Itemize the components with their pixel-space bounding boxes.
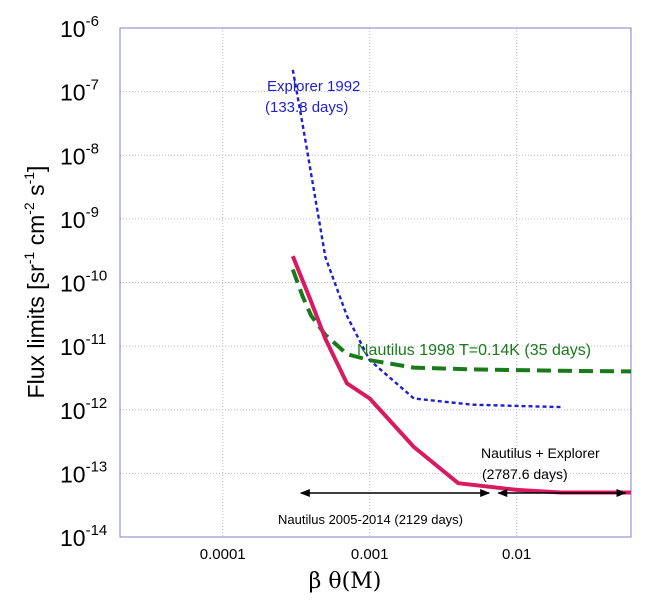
y-tick-label: 10-10 [60, 268, 107, 297]
y-tick-label: 10-13 [60, 458, 107, 487]
y-tick-label: 10-11 [60, 331, 106, 360]
series-line-explorer [291, 69, 561, 409]
y-axis-units-cm: cm [23, 215, 49, 252]
y-tick-label: 10-6 [60, 13, 99, 42]
y-tick-label: 10-9 [60, 204, 99, 233]
y-axis-units-open: [sr [23, 264, 49, 290]
y-axis-units-exp2: -2 [21, 202, 37, 215]
y-tick-label: 10-7 [60, 77, 99, 106]
annotation-explorer-days: (133.8 days) [265, 99, 348, 116]
ticks: 0.0001 0.001 0.01 10-6 10-7 10-8 10-9 10-10 10-1… [60, 13, 531, 563]
y-tick-label: 10-14 [60, 522, 107, 551]
series-line-nautilus1998 [290, 268, 632, 374]
grid [120, 28, 631, 537]
annotation-nautilus-2005-2014: Nautilus 2005-2014 (2129 days) [278, 512, 463, 527]
series-group [290, 69, 632, 495]
annotation-nautilus-explorer: Nautilus + Explorer [481, 445, 600, 461]
y-axis-label: Flux limits [sr-1 cm-2 s-1] [21, 166, 49, 399]
y-tick-label: 10-12 [60, 395, 107, 424]
annotation-explorer-1992: Explorer 1992 [267, 78, 360, 95]
plot-frame [119, 27, 632, 538]
x-axis-label: β θ(M) [309, 569, 382, 594]
y-axis-units-exp1: -1 [21, 252, 37, 265]
y-axis-label-main: Flux limits [23, 296, 49, 398]
annotation-nautilus-explorer-days: (2787.6 days) [482, 466, 568, 482]
x-tick-label: 0.001 [351, 546, 389, 563]
y-axis-units-exp3: -1 [21, 172, 37, 185]
annotation-nautilus-1998: Nautilus 1998 T=0.14K (35 days) [357, 342, 591, 359]
y-axis-units-close: ] [23, 166, 49, 172]
x-tick-label: 0.01 [502, 546, 531, 563]
x-tick-label: 0.0001 [200, 546, 246, 563]
y-tick-label: 10-8 [60, 140, 99, 169]
y-axis-units-s: s [23, 184, 49, 202]
